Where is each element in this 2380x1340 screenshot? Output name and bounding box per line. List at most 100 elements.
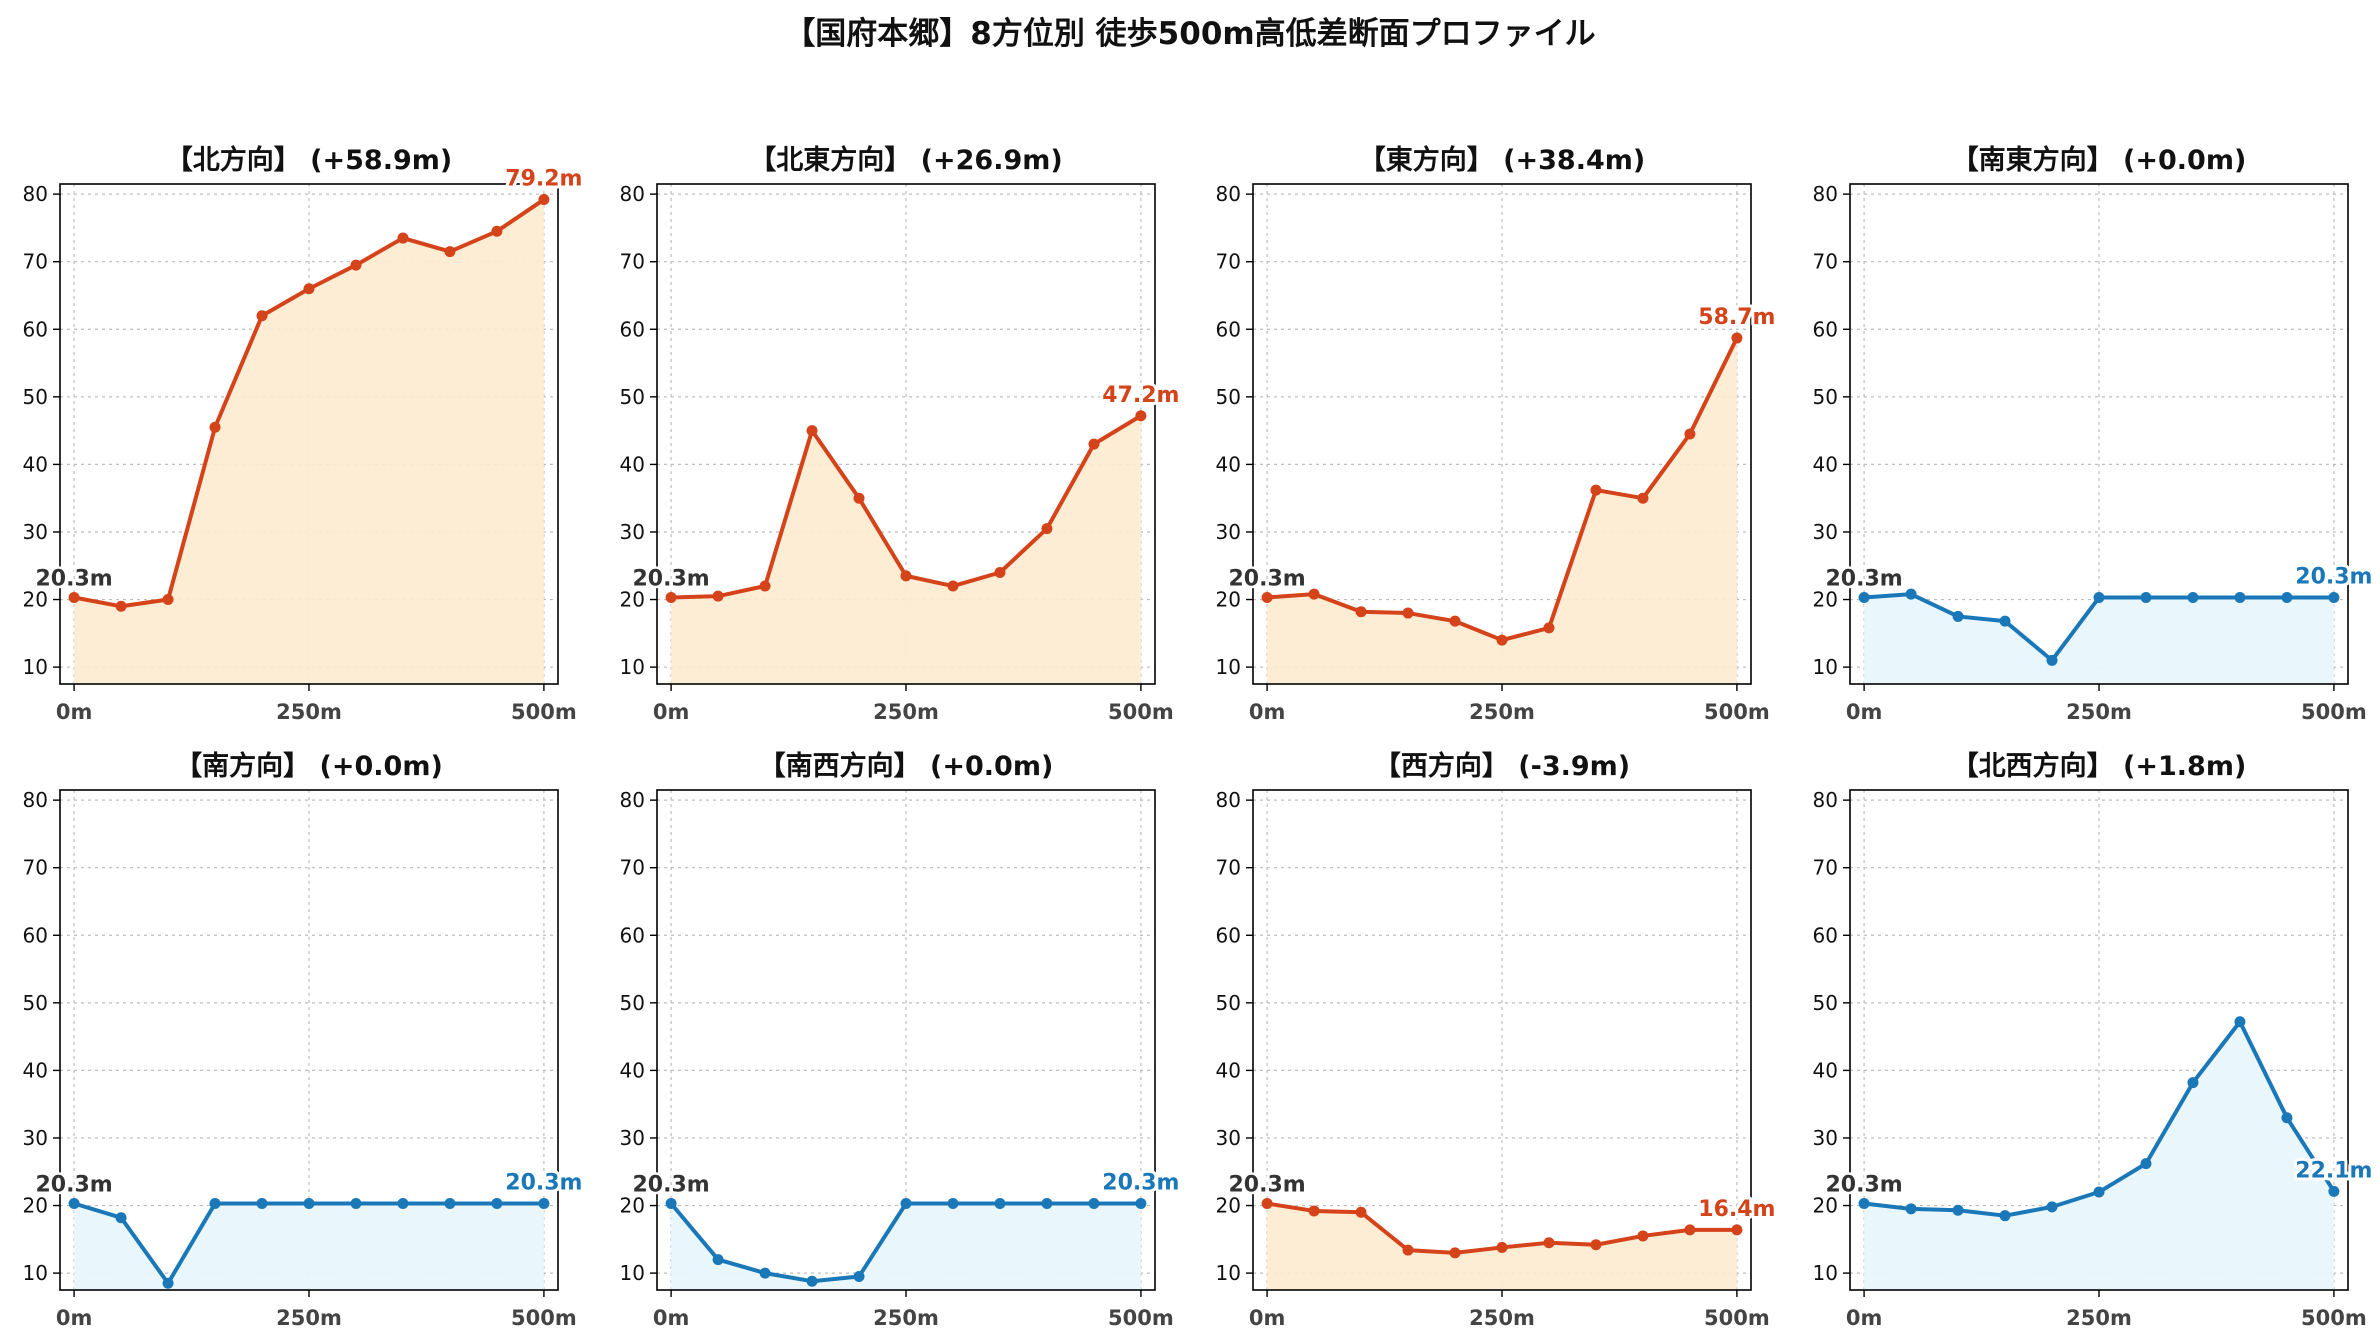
- y-tick-label: 60: [1813, 923, 1838, 947]
- y-tick-label: 50: [620, 991, 645, 1015]
- y-tick-label: 20: [1813, 588, 1838, 612]
- end-elevation-label: 58.7m: [1698, 305, 1775, 330]
- start-elevation-label: 20.3m: [1825, 1173, 1902, 1198]
- y-tick-label: 60: [23, 317, 48, 341]
- y-tick-label: 60: [1813, 317, 1838, 341]
- y-tick-label: 10: [1813, 655, 1838, 679]
- data-point: [1496, 1241, 1508, 1253]
- start-elevation-label: 20.3m: [632, 1173, 709, 1198]
- x-tick-label: 250m: [276, 700, 342, 724]
- data-point: [538, 194, 550, 206]
- x-tick-label: 500m: [1108, 1306, 1174, 1330]
- y-tick-label: 70: [23, 250, 48, 274]
- x-tick-label: 500m: [1704, 700, 1770, 724]
- data-point: [1041, 523, 1053, 535]
- data-point: [1402, 607, 1414, 619]
- y-tick-label: 40: [1216, 1058, 1241, 1082]
- data-point: [1684, 428, 1696, 440]
- data-point: [68, 592, 80, 604]
- data-point: [162, 594, 174, 606]
- panel-title: 【南方向】 (+0.0m): [175, 750, 443, 782]
- y-tick-label: 70: [1813, 856, 1838, 880]
- data-point: [303, 283, 315, 295]
- y-tick-label: 50: [620, 385, 645, 409]
- y-tick-label: 70: [620, 250, 645, 274]
- x-tick-label: 250m: [873, 1306, 939, 1330]
- data-point: [491, 225, 503, 237]
- profile-panel: 【南方向】 (+0.0m) 10 20 30 40 50 60 70 80 0m 250m 500m 2…: [23, 750, 586, 1330]
- y-tick-label: 70: [1813, 250, 1838, 274]
- profile-panel: 【北東方向】 (+26.9m) 10 20 30 40 50 60 70 80 0m 250m 500…: [620, 144, 1183, 724]
- data-point: [1135, 410, 1147, 422]
- y-tick-label: 50: [1216, 385, 1241, 409]
- data-point: [1590, 1239, 1602, 1251]
- end-elevation-label: 47.2m: [1102, 383, 1179, 408]
- y-tick-label: 80: [1813, 182, 1838, 206]
- data-point: [397, 1198, 409, 1210]
- y-tick-label: 40: [620, 452, 645, 476]
- data-point: [68, 1198, 80, 1210]
- data-point: [2093, 592, 2105, 604]
- x-tick-label: 500m: [1704, 1306, 1770, 1330]
- y-tick-label: 10: [23, 1261, 48, 1285]
- data-point: [1041, 1198, 1053, 1210]
- data-point: [2046, 1201, 2058, 1213]
- area-fill: [1864, 1021, 2334, 1290]
- y-tick-label: 20: [23, 1194, 48, 1218]
- y-tick-label: 10: [1216, 1261, 1241, 1285]
- start-elevation-label: 20.3m: [35, 567, 112, 592]
- x-tick-label: 0m: [1846, 700, 1883, 724]
- data-point: [712, 590, 724, 602]
- y-tick-label: 10: [620, 655, 645, 679]
- x-tick-label: 0m: [1846, 1306, 1883, 1330]
- y-tick-label: 80: [1216, 788, 1241, 812]
- data-point: [2187, 592, 2199, 604]
- data-point: [900, 570, 912, 582]
- y-tick-label: 30: [1813, 1126, 1838, 1150]
- data-point: [538, 1198, 550, 1210]
- y-tick-label: 50: [1813, 385, 1838, 409]
- x-tick-label: 250m: [276, 1306, 342, 1330]
- y-tick-label: 30: [620, 1126, 645, 1150]
- y-tick-label: 20: [23, 588, 48, 612]
- data-point: [759, 1267, 771, 1279]
- y-tick-label: 10: [1813, 1261, 1838, 1285]
- data-point: [712, 1254, 724, 1266]
- data-point: [1355, 606, 1367, 618]
- y-tick-label: 30: [1216, 520, 1241, 544]
- data-point: [256, 1198, 268, 1210]
- data-point: [994, 567, 1006, 579]
- data-point: [1905, 588, 1917, 600]
- x-tick-label: 500m: [2301, 1306, 2367, 1330]
- data-point: [1088, 1198, 1100, 1210]
- data-point: [1905, 1203, 1917, 1215]
- y-tick-label: 50: [23, 385, 48, 409]
- data-point: [1402, 1244, 1414, 1256]
- data-point: [1731, 332, 1743, 344]
- data-point: [994, 1198, 1006, 1210]
- start-elevation-label: 20.3m: [1825, 567, 1902, 592]
- start-elevation-label: 20.3m: [1228, 567, 1305, 592]
- data-point: [1496, 634, 1508, 646]
- y-tick-label: 40: [1813, 452, 1838, 476]
- y-tick-label: 80: [620, 788, 645, 812]
- end-elevation-label: 20.3m: [505, 1171, 582, 1196]
- y-tick-label: 30: [23, 1126, 48, 1150]
- data-point: [115, 600, 127, 612]
- data-point: [806, 425, 818, 437]
- data-point: [2234, 1016, 2246, 1028]
- panel-title: 【南東方向】 (+0.0m): [1952, 144, 2247, 176]
- y-tick-label: 70: [1216, 856, 1241, 880]
- data-point: [1135, 1198, 1147, 1210]
- data-point: [665, 592, 677, 604]
- end-elevation-label: 16.4m: [1698, 1197, 1775, 1222]
- profile-panel: 【東方向】 (+38.4m) 10 20 30 40 50 60 70 80 0m 250m 500m…: [1216, 144, 1779, 724]
- data-point: [2281, 592, 2293, 604]
- data-point: [2281, 1112, 2293, 1124]
- data-point: [1449, 615, 1461, 627]
- end-elevation-label: 22.1m: [2295, 1158, 2372, 1183]
- start-elevation-label: 20.3m: [632, 567, 709, 592]
- data-point: [1637, 492, 1649, 504]
